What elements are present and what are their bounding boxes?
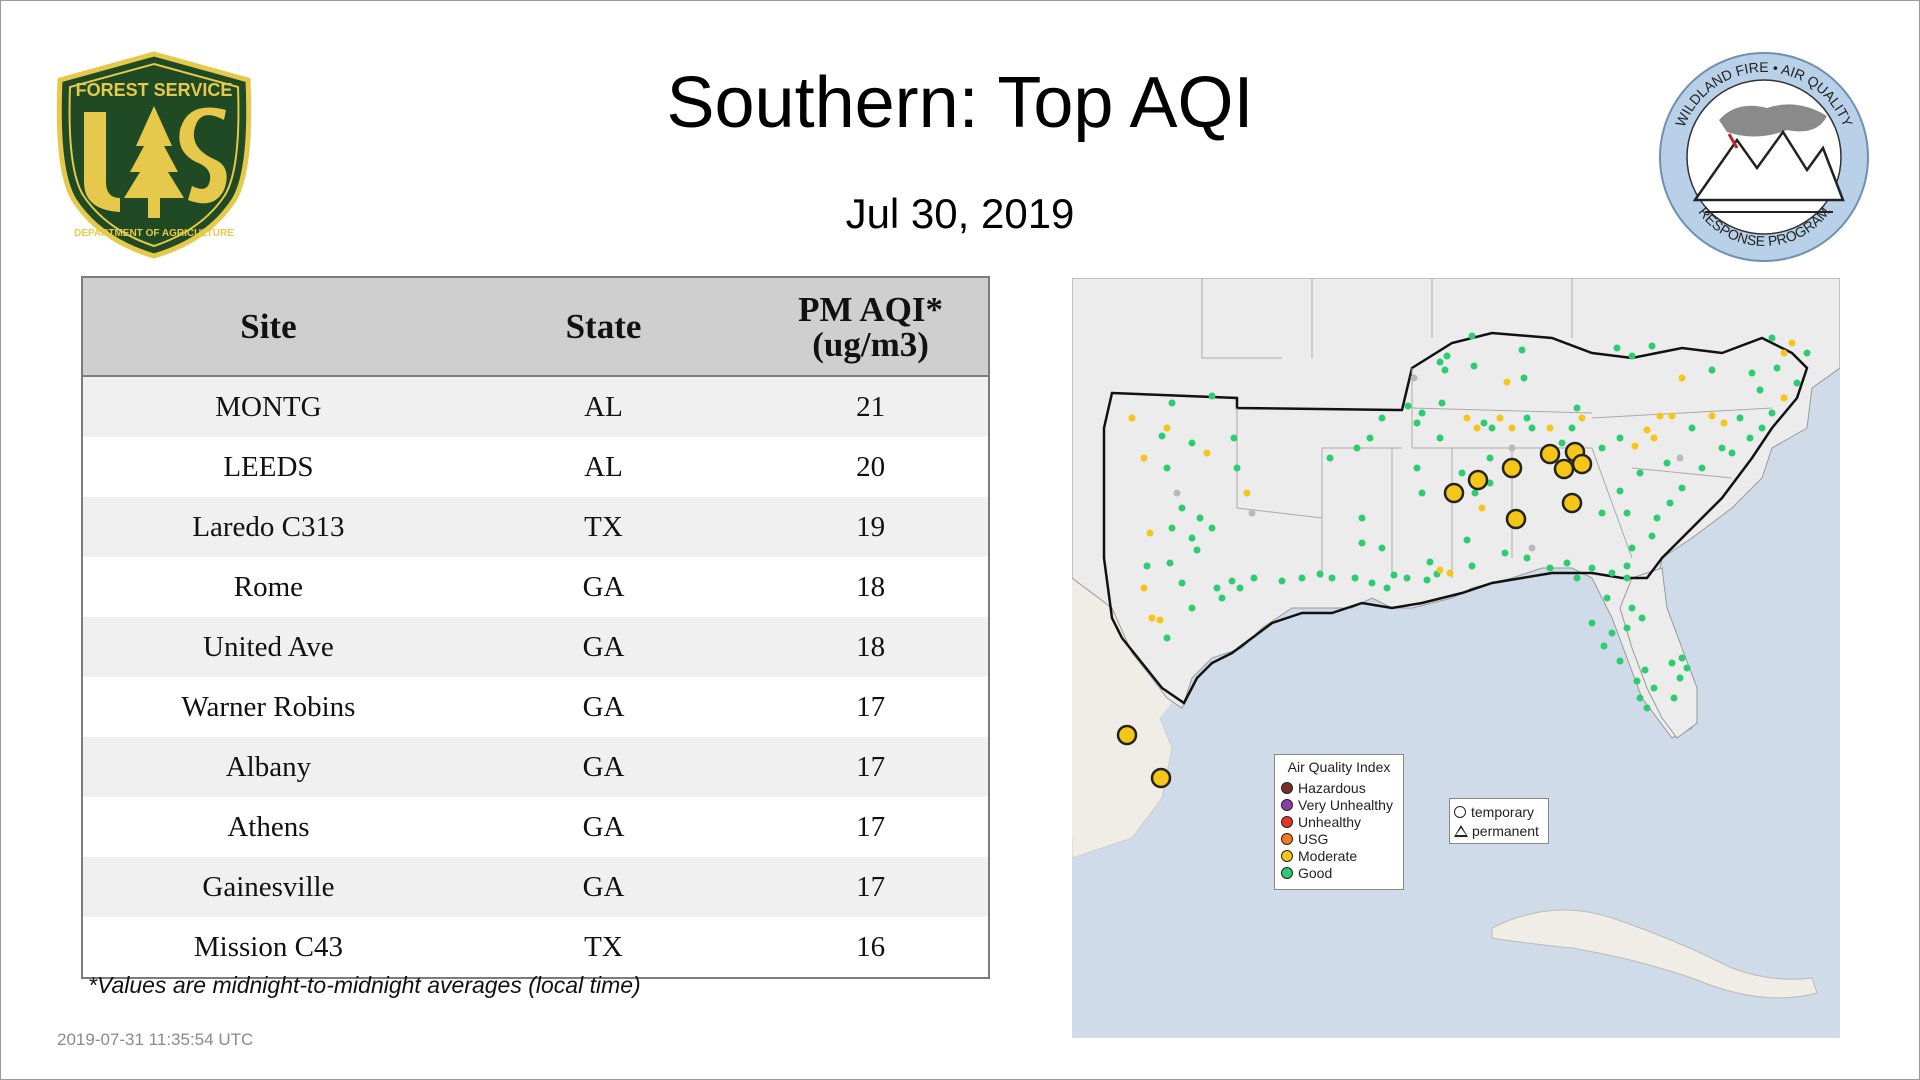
cell-site: MONTG	[82, 376, 454, 437]
forest-service-logo: FOREST SERVICE DEPARTMENT OF AGRICULTURE	[48, 50, 260, 260]
moderate-swatch	[1281, 849, 1293, 862]
table-row: Warner Robins GA 17	[82, 677, 989, 737]
cell-aqi: 18	[753, 617, 989, 677]
col-header-aqi: PM AQI* (ug/m3)	[753, 277, 989, 377]
legend-label: USG	[1298, 830, 1329, 847]
cell-aqi: 21	[753, 376, 989, 437]
very-unhealthy-swatch	[1281, 798, 1293, 811]
generated-timestamp: 2019-07-31 11:35:54 UTC	[57, 1030, 254, 1049]
cell-aqi: 17	[753, 797, 989, 857]
col-header-aqi-line1: PM AQI*	[798, 289, 943, 329]
usg-swatch	[1281, 832, 1293, 845]
col-header-site: Site	[82, 277, 454, 377]
triangle-icon	[1454, 824, 1468, 837]
cell-site: Mission C43	[82, 917, 454, 978]
logo-top-text: FOREST SERVICE	[76, 80, 233, 100]
cell-state: TX	[453, 917, 754, 978]
cell-state: GA	[453, 677, 754, 737]
report-date: Jul 30, 2019	[845, 190, 1075, 237]
unhealthy-swatch	[1281, 815, 1293, 828]
legend-item-usg: USG	[1281, 830, 1397, 847]
aqi-legend: Air Quality Index Hazardous Very Unhealt…	[1274, 754, 1404, 890]
table-row: United Ave GA 18	[82, 617, 989, 677]
table-row: Laredo C313 TX 19	[82, 497, 989, 557]
legend-item-moderate: Moderate	[1281, 847, 1397, 864]
logo-bottom-text: DEPARTMENT OF AGRICULTURE	[74, 228, 234, 239]
cuba-land	[1491, 909, 1818, 999]
hazardous-swatch	[1281, 781, 1293, 794]
cell-state: GA	[453, 797, 754, 857]
table-header-row: Site State PM AQI* (ug/m3)	[82, 277, 989, 377]
cell-aqi: 16	[753, 917, 989, 978]
cell-aqi: 17	[753, 857, 989, 917]
legend-label: permanent	[1472, 822, 1539, 839]
legend-item-hazardous: Hazardous	[1281, 779, 1397, 796]
col-header-aqi-line2: (ug/m3)	[812, 324, 929, 364]
legend-item-temporary: temporary	[1454, 802, 1544, 821]
legend-item-good: Good	[1281, 864, 1397, 881]
cell-state: GA	[453, 857, 754, 917]
table-row: Mission C43 TX 16	[82, 917, 989, 978]
cell-state: AL	[453, 437, 754, 497]
cell-site: Gainesville	[82, 857, 454, 917]
legend-item-permanent: permanent	[1454, 821, 1544, 840]
monitor-markers	[1116, 332, 1811, 789]
table-row: MONTG AL 21	[82, 376, 989, 437]
wildland-fire-logo: WILDLAND FIRE • AIR QUALITY RESPONSE PRO…	[1657, 50, 1871, 264]
legend-label: Hazardous	[1298, 779, 1366, 796]
table-row: Albany GA 17	[82, 737, 989, 797]
aqi-map	[1072, 278, 1840, 1038]
footnote: *Values are midnight-to-midnight average…	[88, 972, 641, 998]
cell-site: United Ave	[82, 617, 454, 677]
mexico-north	[1072, 578, 1192, 838]
cell-aqi: 20	[753, 437, 989, 497]
page-title: Southern: Top AQI	[666, 63, 1254, 143]
legend-label: Moderate	[1298, 847, 1358, 864]
cell-state: TX	[453, 497, 754, 557]
cell-site: Rome	[82, 557, 454, 617]
table-row: Rome GA 18	[82, 557, 989, 617]
legend-label: Good	[1298, 864, 1333, 881]
legend-item-very-unhealthy: Very Unhealthy	[1281, 796, 1397, 813]
map-canvas	[1072, 278, 1840, 1038]
good-swatch	[1281, 866, 1293, 879]
state-borders	[1201, 278, 1773, 578]
cell-aqi: 17	[753, 677, 989, 737]
cell-site: Laredo C313	[82, 497, 454, 557]
southern-region-outline	[1102, 331, 1809, 705]
cell-site: Warner Robins	[82, 677, 454, 737]
legend-title: Air Quality Index	[1287, 759, 1391, 775]
table-row: LEEDS AL 20	[82, 437, 989, 497]
florida-land	[1619, 567, 1698, 739]
top-aqi-table: Site State PM AQI* (ug/m3) MONTG AL 21 LEE…	[81, 276, 990, 979]
circle-icon	[1454, 805, 1466, 818]
shape-legend: temporary permanent	[1449, 798, 1549, 844]
table-row: Athens GA 17	[82, 797, 989, 857]
cell-state: GA	[453, 737, 754, 797]
legend-label: temporary	[1471, 803, 1535, 820]
cell-aqi: 17	[753, 737, 989, 797]
legend-label: Unhealthy	[1298, 813, 1362, 830]
legend-label: Very Unhealthy	[1298, 796, 1393, 813]
cell-state: AL	[453, 376, 754, 437]
mountains-smoke-icon: WILDLAND FIRE • AIR QUALITY RESPONSE PRO…	[1659, 52, 1869, 262]
legend-item-unhealthy: Unhealthy	[1281, 813, 1397, 830]
cell-state: GA	[453, 617, 754, 677]
usfs-shield-icon: FOREST SERVICE DEPARTMENT OF AGRICULTURE	[56, 51, 252, 259]
col-header-state: State	[453, 277, 754, 377]
cell-state: GA	[453, 557, 754, 617]
table-row: Gainesville GA 17	[82, 857, 989, 917]
cell-site: Athens	[82, 797, 454, 857]
cell-site: Albany	[82, 737, 454, 797]
cell-aqi: 18	[753, 557, 989, 617]
cell-aqi: 19	[753, 497, 989, 557]
cell-site: LEEDS	[82, 437, 454, 497]
